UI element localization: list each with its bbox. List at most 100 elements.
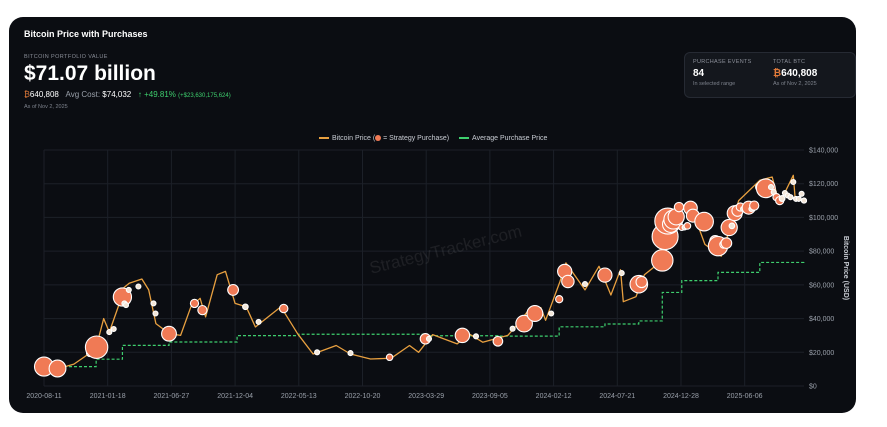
x-tick-label: 2020-08-11 xyxy=(26,393,61,400)
purchase-marker[interactable] xyxy=(385,353,394,362)
portfolio-value: $71.07 billion xyxy=(24,62,156,85)
purchase-marker[interactable] xyxy=(84,335,109,359)
purchase-marker[interactable] xyxy=(150,300,157,307)
purchase-marker[interactable] xyxy=(509,325,516,332)
purchase-marker[interactable] xyxy=(673,201,685,213)
y-tick-label: $80,000 xyxy=(809,249,834,256)
total-btc-value: ₿640,808 xyxy=(773,68,817,79)
x-axis-ticks: 2020-08-11 2021-01-18 2021-06-27 2021-12-04… xyxy=(26,393,762,400)
chart-title: Bitcoin Price with Purchases xyxy=(24,29,148,39)
x-tick-label: 2024-07-21 xyxy=(599,393,635,400)
as-of-date: As of Nov 2, 2025 xyxy=(24,104,68,110)
purchase-marker[interactable] xyxy=(778,195,786,202)
purchase-events-label: PURCHASE EVENTS xyxy=(693,59,752,65)
x-tick-label: 2023-03-29 xyxy=(408,393,444,400)
purchase-marker[interactable] xyxy=(618,270,625,277)
price-chart[interactable]: StrategyTracker.com $0 $20,000 $40,000 $60,… xyxy=(9,17,856,413)
purchase-markers[interactable] xyxy=(33,178,808,378)
y-tick-label: $40,000 xyxy=(809,316,834,323)
purchase-marker[interactable] xyxy=(728,222,736,230)
x-tick-label: 2025-06-06 xyxy=(727,393,763,400)
btc-symbol: ₿ xyxy=(24,90,30,99)
total-btc-number: 640,808 xyxy=(781,68,818,79)
purchase-marker[interactable] xyxy=(278,303,289,314)
holdings-row: ₿640,808 Avg Cost: $74,032 ↑ +49.81% (+$… xyxy=(24,90,231,99)
purchase-marker[interactable] xyxy=(347,350,354,357)
avg-cost-value: $74,032 xyxy=(102,90,132,99)
purchase-marker[interactable] xyxy=(798,190,805,197)
purchase-marker[interactable] xyxy=(515,314,533,333)
gain-percent: ↑ +49.81% xyxy=(137,90,176,99)
purchase-marker[interactable] xyxy=(749,200,760,211)
purchase-marker[interactable] xyxy=(548,310,555,317)
purchase-marker[interactable] xyxy=(112,287,133,307)
purchase-marker[interactable] xyxy=(161,325,177,342)
chart-legend[interactable]: Bitcoin Price ( = Strategy Purchase) Ave… xyxy=(319,135,547,142)
x-tick-label: 2021-12-04 xyxy=(217,393,253,400)
x-tick-label: 2022-10-20 xyxy=(345,393,381,400)
purchase-marker[interactable] xyxy=(48,359,67,378)
purchase-marker[interactable] xyxy=(635,275,648,289)
gain-usd: (+$23,630,175,624) xyxy=(178,93,231,99)
purchase-marker[interactable] xyxy=(189,298,200,309)
x-tick-label: 2021-06-27 xyxy=(153,393,189,400)
purchase-marker[interactable] xyxy=(767,184,775,191)
grid-lines xyxy=(43,149,804,387)
purchase-marker[interactable] xyxy=(800,197,808,204)
x-tick-label: 2022-05-13 xyxy=(281,393,317,400)
x-tick-label: 2021-01-18 xyxy=(90,393,126,400)
x-tick-label: 2024-02-12 xyxy=(536,393,572,400)
purchase-events-value: 84 xyxy=(693,68,705,79)
x-tick-label: 2024-12-28 xyxy=(663,393,699,400)
total-btc-label: TOTAL BTC xyxy=(773,59,806,65)
chart-card: Bitcoin Price with Purchases BITCOIN POR… xyxy=(9,17,856,413)
purchase-marker[interactable] xyxy=(110,325,117,333)
purchase-marker[interactable] xyxy=(755,178,776,199)
y-axis-ticks: $0 $20,000 $40,000 $60,000 $80,000 $100,000 $1… xyxy=(809,148,838,391)
price-legend-label: Bitcoin Price ( xyxy=(332,135,376,142)
x-tick-label: 2023-09-05 xyxy=(472,393,508,400)
purchase-marker[interactable] xyxy=(242,303,249,311)
purchase-marker[interactable] xyxy=(555,295,564,304)
btc-holdings: 640,808 xyxy=(29,90,59,99)
total-btc-sub: As of Nov 2, 2025 xyxy=(773,81,817,87)
purchase-marker[interactable] xyxy=(454,327,471,344)
purchase-marker[interactable] xyxy=(125,286,132,293)
purchase-marker[interactable] xyxy=(597,267,613,283)
avg-cost-label: Avg Cost: xyxy=(65,90,101,99)
y-tick-label: $100,000 xyxy=(809,215,838,222)
purchase-marker[interactable] xyxy=(122,302,130,309)
y-tick-label: $0 xyxy=(809,384,817,391)
total-btc-stat: TOTAL BTC ₿640,808 As of Nov 2, 2025 xyxy=(773,59,817,87)
purchase-marker[interactable] xyxy=(790,178,797,186)
purchase-marker[interactable] xyxy=(227,283,240,296)
purchase-marker[interactable] xyxy=(526,305,544,322)
price-legend-label-end: = Strategy Purchase) xyxy=(381,135,450,142)
purchase-marker[interactable] xyxy=(561,274,575,289)
portfolio-value-label: BITCOIN PORTFOLIO VALUE xyxy=(24,54,108,60)
purchase-marker[interactable] xyxy=(795,195,802,202)
purchase-marker[interactable] xyxy=(581,280,589,288)
avg-legend-swatch xyxy=(459,137,470,140)
avg-purchase-line xyxy=(44,261,805,368)
purchase-marker[interactable] xyxy=(492,335,504,347)
purchase-marker[interactable] xyxy=(314,349,321,356)
purchase-marker[interactable] xyxy=(720,237,733,249)
purchase-marker[interactable] xyxy=(425,335,433,342)
purchase-marker[interactable] xyxy=(255,318,262,325)
purchase-marker[interactable] xyxy=(683,222,692,230)
purchase-dot-icon xyxy=(375,135,382,142)
avg-legend-label: Average Purchase Price xyxy=(472,135,548,142)
purchase-marker[interactable] xyxy=(472,333,480,340)
y-tick-label: $120,000 xyxy=(809,181,838,188)
y-tick-label: $60,000 xyxy=(809,282,834,289)
price-legend-swatch xyxy=(319,137,329,140)
purchase-marker[interactable] xyxy=(787,194,794,201)
purchase-marker[interactable] xyxy=(197,304,208,316)
purchase-marker[interactable] xyxy=(106,329,113,336)
purchase-marker[interactable] xyxy=(694,211,714,232)
purchase-marker[interactable] xyxy=(651,249,674,272)
watermark: StrategyTracker.com xyxy=(368,222,524,278)
purchase-marker[interactable] xyxy=(135,283,142,290)
purchase-marker[interactable] xyxy=(152,310,159,317)
